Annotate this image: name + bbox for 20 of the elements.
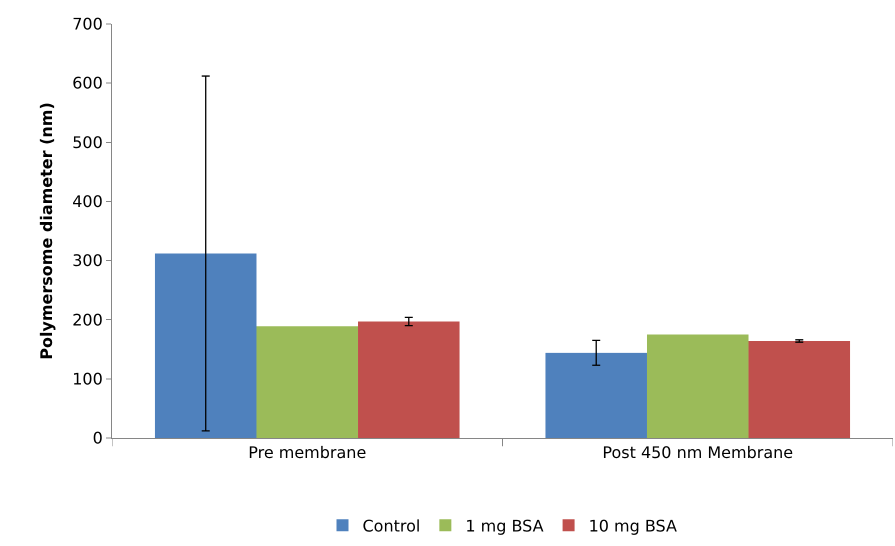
y-tick-label: 0 xyxy=(92,428,103,448)
legend-label: 10 mg BSA xyxy=(588,516,678,536)
x-tick-label: Post 450 nm Membrane xyxy=(602,443,794,462)
y-tick-label: 200 xyxy=(72,310,103,330)
bar xyxy=(256,326,358,438)
y-tick-label: 700 xyxy=(72,14,103,34)
bar xyxy=(358,321,460,438)
y-tick-label: 500 xyxy=(72,132,103,152)
bar xyxy=(545,352,647,438)
legend-label: 1 mg BSA xyxy=(465,516,544,536)
y-tick-label: 400 xyxy=(72,192,103,212)
legend-label: Control xyxy=(362,516,420,536)
y-tick-label: 100 xyxy=(72,369,103,388)
bar xyxy=(748,341,850,438)
y-tick-label: 300 xyxy=(72,251,103,270)
y-axis-title: Polymersome diameter (nm) xyxy=(37,102,56,360)
bar xyxy=(646,334,749,438)
bar xyxy=(154,253,256,438)
x-tick-label: Pre membrane xyxy=(248,443,366,462)
y-tick-label: 600 xyxy=(72,74,103,93)
